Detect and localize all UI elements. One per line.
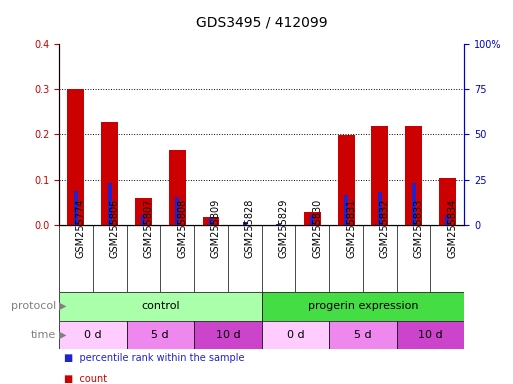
Text: ■  count: ■ count xyxy=(64,374,107,384)
Bar xyxy=(310,215,314,225)
Text: GSM255828: GSM255828 xyxy=(245,198,255,258)
Bar xyxy=(338,135,354,225)
Text: GSM255774: GSM255774 xyxy=(76,198,86,258)
Text: GDS3495 / 412099: GDS3495 / 412099 xyxy=(196,15,327,29)
Bar xyxy=(304,212,321,225)
Text: control: control xyxy=(141,301,180,311)
Text: ■  percentile rank within the sample: ■ percentile rank within the sample xyxy=(64,353,245,363)
Bar xyxy=(371,126,388,225)
Bar xyxy=(135,198,152,225)
Bar xyxy=(142,215,146,225)
Bar xyxy=(411,183,416,225)
Bar xyxy=(59,292,262,321)
Bar xyxy=(378,192,382,225)
Text: 0 d: 0 d xyxy=(287,330,304,340)
Bar xyxy=(329,321,397,349)
Bar xyxy=(243,222,247,225)
Bar xyxy=(74,191,78,225)
Bar xyxy=(203,217,220,225)
Text: 10 d: 10 d xyxy=(418,330,443,340)
Bar xyxy=(209,218,213,225)
Text: ▶: ▶ xyxy=(58,330,66,340)
Bar xyxy=(194,321,262,349)
Text: ▶: ▶ xyxy=(58,301,66,311)
Bar xyxy=(405,126,422,225)
Text: 5 d: 5 d xyxy=(151,330,169,340)
Bar xyxy=(101,122,118,225)
Text: GSM255833: GSM255833 xyxy=(413,199,424,258)
Text: time: time xyxy=(31,330,56,340)
Text: GSM255808: GSM255808 xyxy=(177,199,187,258)
Bar xyxy=(108,183,112,225)
Text: 10 d: 10 d xyxy=(215,330,240,340)
Bar xyxy=(262,321,329,349)
Bar xyxy=(445,215,449,225)
Text: GSM255829: GSM255829 xyxy=(279,198,288,258)
Text: GSM255807: GSM255807 xyxy=(144,198,153,258)
Bar xyxy=(277,224,281,225)
Text: GSM255806: GSM255806 xyxy=(110,199,120,258)
Bar xyxy=(169,150,186,225)
Text: progerin expression: progerin expression xyxy=(308,301,418,311)
Text: GSM255832: GSM255832 xyxy=(380,198,390,258)
Text: 5 d: 5 d xyxy=(354,330,372,340)
Text: protocol: protocol xyxy=(11,301,56,311)
Bar xyxy=(344,195,348,225)
Text: GSM255831: GSM255831 xyxy=(346,199,356,258)
Bar xyxy=(175,197,179,225)
Bar xyxy=(67,89,84,225)
Bar xyxy=(59,321,127,349)
Text: GSM255809: GSM255809 xyxy=(211,199,221,258)
Bar xyxy=(262,292,464,321)
Bar xyxy=(397,321,464,349)
Bar xyxy=(439,178,456,225)
Bar xyxy=(127,321,194,349)
Text: 0 d: 0 d xyxy=(84,330,102,340)
Text: GSM255834: GSM255834 xyxy=(447,199,458,258)
Text: GSM255830: GSM255830 xyxy=(312,199,322,258)
